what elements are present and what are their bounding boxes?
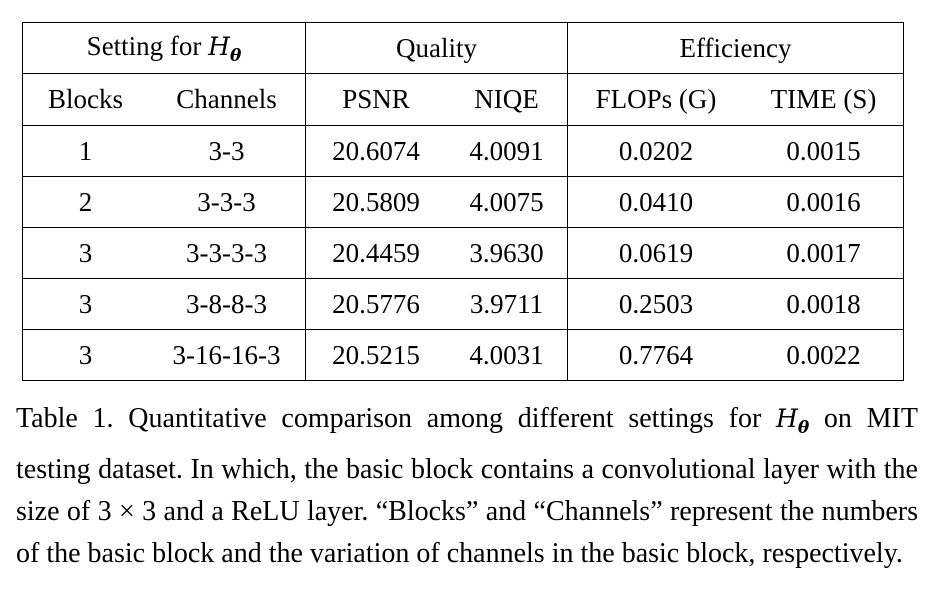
quality-group-header: Quality bbox=[305, 22, 568, 74]
h-symbol: H bbox=[208, 31, 230, 61]
cell-niqe: 3.9711 bbox=[469, 288, 544, 319]
cell-time: 0.0016 bbox=[786, 186, 861, 217]
cell-niqe: 4.0031 bbox=[469, 339, 544, 370]
setting-cell-group: 1 3-3 bbox=[22, 125, 306, 177]
table-row: 3 3-8-8-3 20.5776 3.9711 0.2503 0.0018 bbox=[22, 278, 904, 330]
caption-theta-subscript: θ bbox=[797, 418, 810, 438]
h-theta-symbol: Hθ bbox=[208, 31, 241, 66]
column-header-row: Blocks Channels PSNR NIQE FLOPs (G) TIME… bbox=[22, 73, 904, 126]
setting-cell-group: 3 3-3-3-3 bbox=[22, 227, 306, 279]
cell-psnr: 20.5215 bbox=[332, 339, 420, 370]
eff-cell-group: 0.7764 0.0022 bbox=[567, 329, 904, 381]
caption-h-theta-symbol: Hθ bbox=[776, 404, 809, 438]
cell-flops: 0.0410 bbox=[618, 186, 694, 217]
group-header-row: Setting for Hθ Quality Efficiency bbox=[22, 22, 904, 74]
caption-text-part2: on MIT testing dataset. In which, the ba… bbox=[16, 403, 918, 569]
table-caption: Table 1. Quantitative comparison among d… bbox=[16, 398, 918, 575]
table-body: 1 3-3 20.6074 4.0091 0.0202 0.0015 2 3-3-3 20.58… bbox=[22, 125, 904, 381]
cell-time: 0.0017 bbox=[786, 237, 861, 268]
quality-cell-group: 20.6074 4.0091 bbox=[305, 125, 568, 177]
setting-cell-group: 2 3-3-3 bbox=[22, 176, 306, 228]
table-row: 2 3-3-3 20.5809 4.0075 0.0410 0.0016 bbox=[22, 176, 904, 228]
setting-group-header: Setting for Hθ bbox=[22, 22, 306, 74]
setting-cell-group: 3 3-16-16-3 bbox=[22, 329, 306, 381]
eff-cell-group: 0.0202 0.0015 bbox=[567, 125, 904, 177]
cell-flops: 0.7764 bbox=[618, 339, 694, 370]
col-header-time: TIME (S) bbox=[770, 84, 877, 114]
cell-flops: 0.0202 bbox=[618, 135, 694, 166]
results-table: Setting for Hθ Quality Efficiency Blocks… bbox=[22, 22, 904, 381]
quality-cell-group: 20.4459 3.9630 bbox=[305, 227, 568, 279]
caption-text-part1: Table 1. Quantitative comparison among d… bbox=[16, 403, 777, 434]
cell-time: 0.0018 bbox=[786, 288, 861, 319]
cell-channels: 3-16-16-3 bbox=[172, 339, 281, 370]
col-header-niqe: NIQE bbox=[474, 84, 539, 114]
eff-cell-group: 0.0619 0.0017 bbox=[567, 227, 904, 279]
cell-channels: 3-3-3 bbox=[197, 186, 256, 217]
setting-column-headers: Blocks Channels bbox=[22, 73, 306, 126]
cell-time: 0.0022 bbox=[786, 339, 861, 370]
col-header-blocks: Blocks bbox=[47, 84, 123, 114]
cell-blocks: 3 bbox=[78, 288, 93, 319]
quality-column-headers: PSNR NIQE bbox=[305, 73, 568, 126]
efficiency-column-headers: FLOPs (G) TIME (S) bbox=[567, 73, 904, 126]
cell-niqe: 4.0091 bbox=[469, 135, 544, 166]
cell-blocks: 1 bbox=[78, 135, 93, 166]
eff-cell-group: 0.2503 0.0018 bbox=[567, 278, 904, 330]
cell-channels: 3-3 bbox=[208, 135, 245, 166]
table-row: 3 3-16-16-3 20.5215 4.0031 0.7764 0.0022 bbox=[22, 329, 904, 381]
cell-blocks: 3 bbox=[78, 339, 93, 370]
cell-psnr: 20.5809 bbox=[332, 186, 420, 217]
eff-cell-group: 0.0410 0.0016 bbox=[567, 176, 904, 228]
cell-time: 0.0015 bbox=[786, 135, 861, 166]
caption-h-symbol: H bbox=[776, 404, 798, 433]
cell-psnr: 20.5776 bbox=[332, 288, 420, 319]
col-header-flops: FLOPs (G) bbox=[595, 84, 717, 114]
col-header-psnr: PSNR bbox=[342, 84, 410, 114]
cell-flops: 0.2503 bbox=[618, 288, 694, 319]
cell-psnr: 20.4459 bbox=[332, 237, 420, 268]
quality-cell-group: 20.5809 4.0075 bbox=[305, 176, 568, 228]
setting-cell-group: 3 3-8-8-3 bbox=[22, 278, 306, 330]
cell-blocks: 3 bbox=[78, 237, 93, 268]
table-row: 1 3-3 20.6074 4.0091 0.0202 0.0015 bbox=[22, 125, 904, 177]
cell-psnr: 20.6074 bbox=[332, 135, 420, 166]
cell-niqe: 3.9630 bbox=[469, 237, 544, 268]
cell-flops: 0.0619 bbox=[618, 237, 694, 268]
quality-cell-group: 20.5215 4.0031 bbox=[305, 329, 568, 381]
col-header-channels: Channels bbox=[176, 84, 277, 114]
setting-header-text: Setting for bbox=[86, 30, 202, 61]
quality-cell-group: 20.5776 3.9711 bbox=[305, 278, 568, 330]
efficiency-group-header: Efficiency bbox=[567, 22, 904, 74]
cell-channels: 3-3-3-3 bbox=[186, 237, 267, 268]
cell-niqe: 4.0075 bbox=[469, 186, 544, 217]
theta-subscript: θ bbox=[229, 45, 242, 66]
cell-channels: 3-8-8-3 bbox=[186, 288, 267, 319]
table-row: 3 3-3-3-3 20.4459 3.9630 0.0619 0.0017 bbox=[22, 227, 904, 279]
cell-blocks: 2 bbox=[78, 186, 93, 217]
